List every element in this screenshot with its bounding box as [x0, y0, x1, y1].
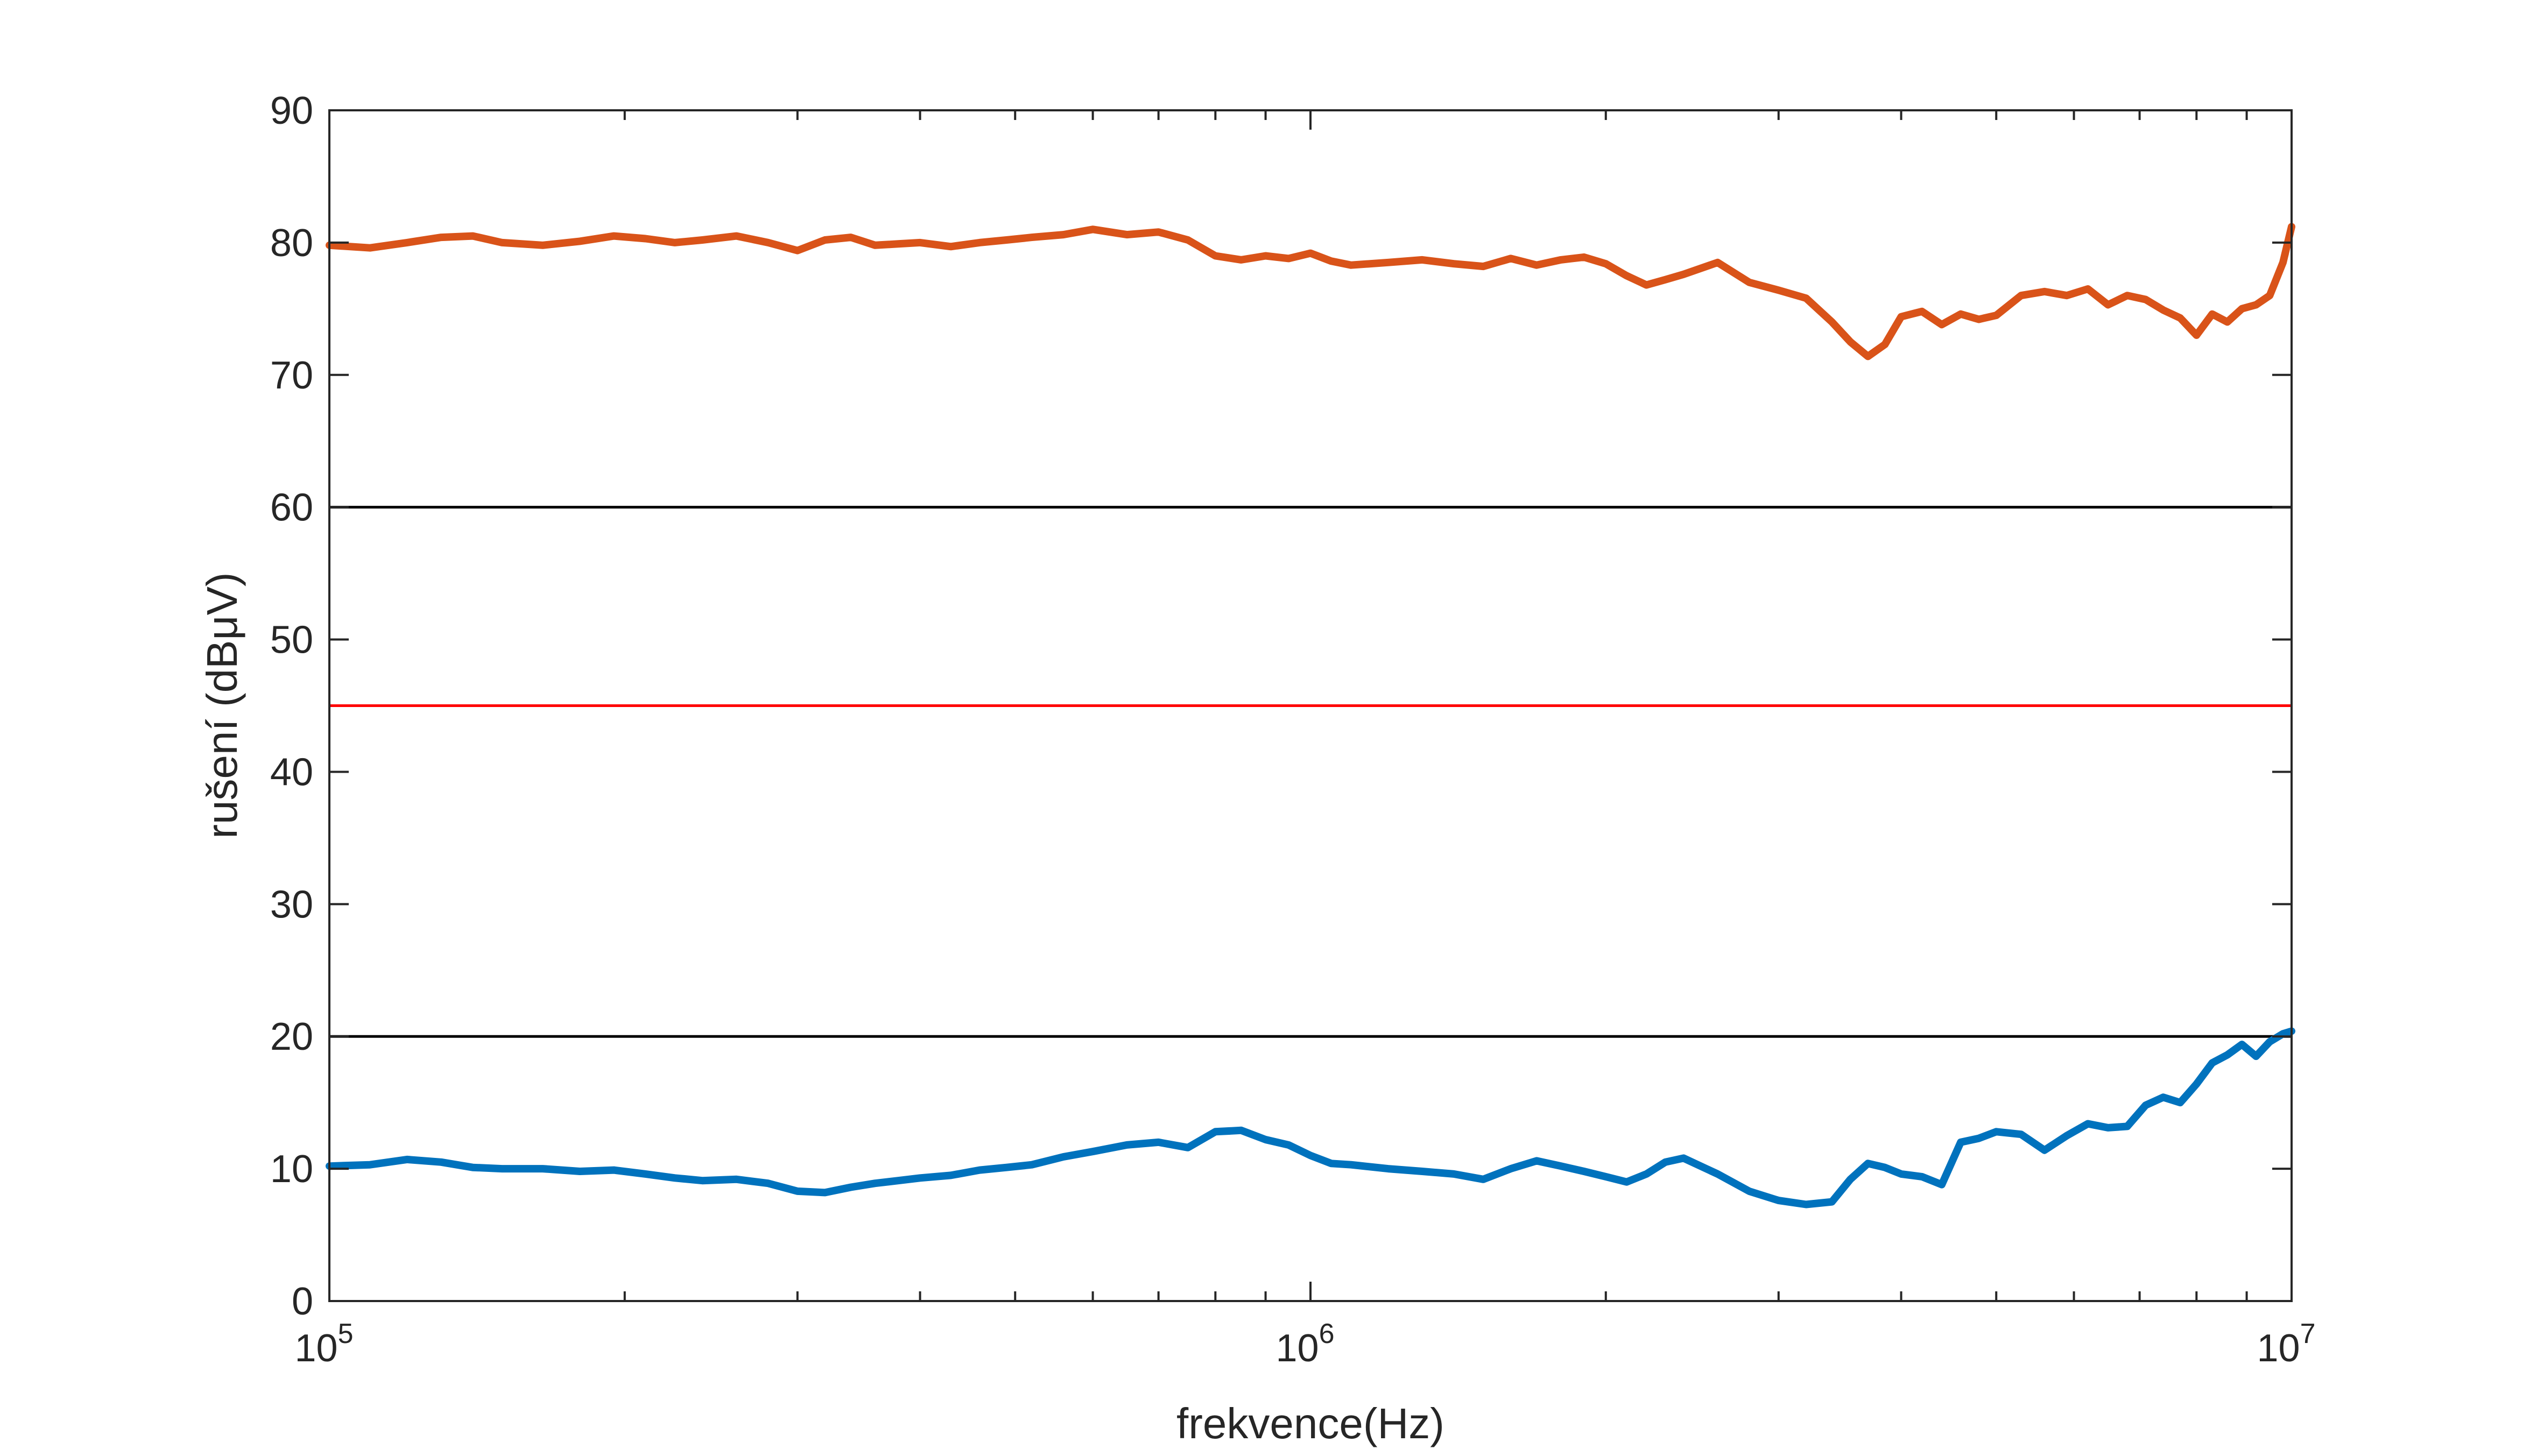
- y-tick-label-2: 20: [270, 1015, 313, 1058]
- x-tick-label-base-0: 10: [294, 1327, 337, 1370]
- y-tick-label-8: 80: [270, 222, 313, 265]
- series-line-1: [326, 1027, 2295, 1208]
- x-tick-labels: 105 106 107: [294, 1318, 2315, 1370]
- y-tick-label-6: 60: [270, 486, 313, 529]
- x-tick-label-exp-2: 7: [2300, 1318, 2316, 1349]
- x-tick-label-exp-1: 6: [1319, 1318, 1335, 1349]
- x-tick-label-1: 106: [1275, 1318, 1334, 1370]
- y-tick-labels: 0 10 20 30 40 50 60 70 80 90: [270, 89, 313, 1323]
- y-axis-label: rušení (dBμV): [198, 572, 246, 838]
- plot-frame: [328, 109, 2293, 1302]
- x-tick-label-base-1: 10: [1275, 1327, 1319, 1370]
- x-tick-label-2: 107: [2257, 1318, 2315, 1370]
- x-tick-label-base-2: 10: [2257, 1327, 2300, 1370]
- reference-lines: [329, 506, 2292, 1038]
- x-tick-label-exp-0: 5: [338, 1318, 354, 1349]
- y-tick-label-9: 90: [270, 89, 313, 132]
- y-tick-label-5: 50: [270, 619, 313, 662]
- y-tick-label-4: 40: [270, 751, 313, 794]
- series-layer: [326, 223, 2295, 1208]
- x-axis-label: frekvence(Hz): [1176, 1400, 1444, 1447]
- y-tick-label-1: 10: [270, 1148, 313, 1191]
- x-tick-label-0: 105: [294, 1318, 353, 1370]
- y-tick-label-7: 70: [270, 354, 313, 397]
- y-tick-label-3: 30: [270, 883, 313, 926]
- series-line-0: [326, 223, 2295, 361]
- y-tick-label-0: 0: [292, 1280, 313, 1323]
